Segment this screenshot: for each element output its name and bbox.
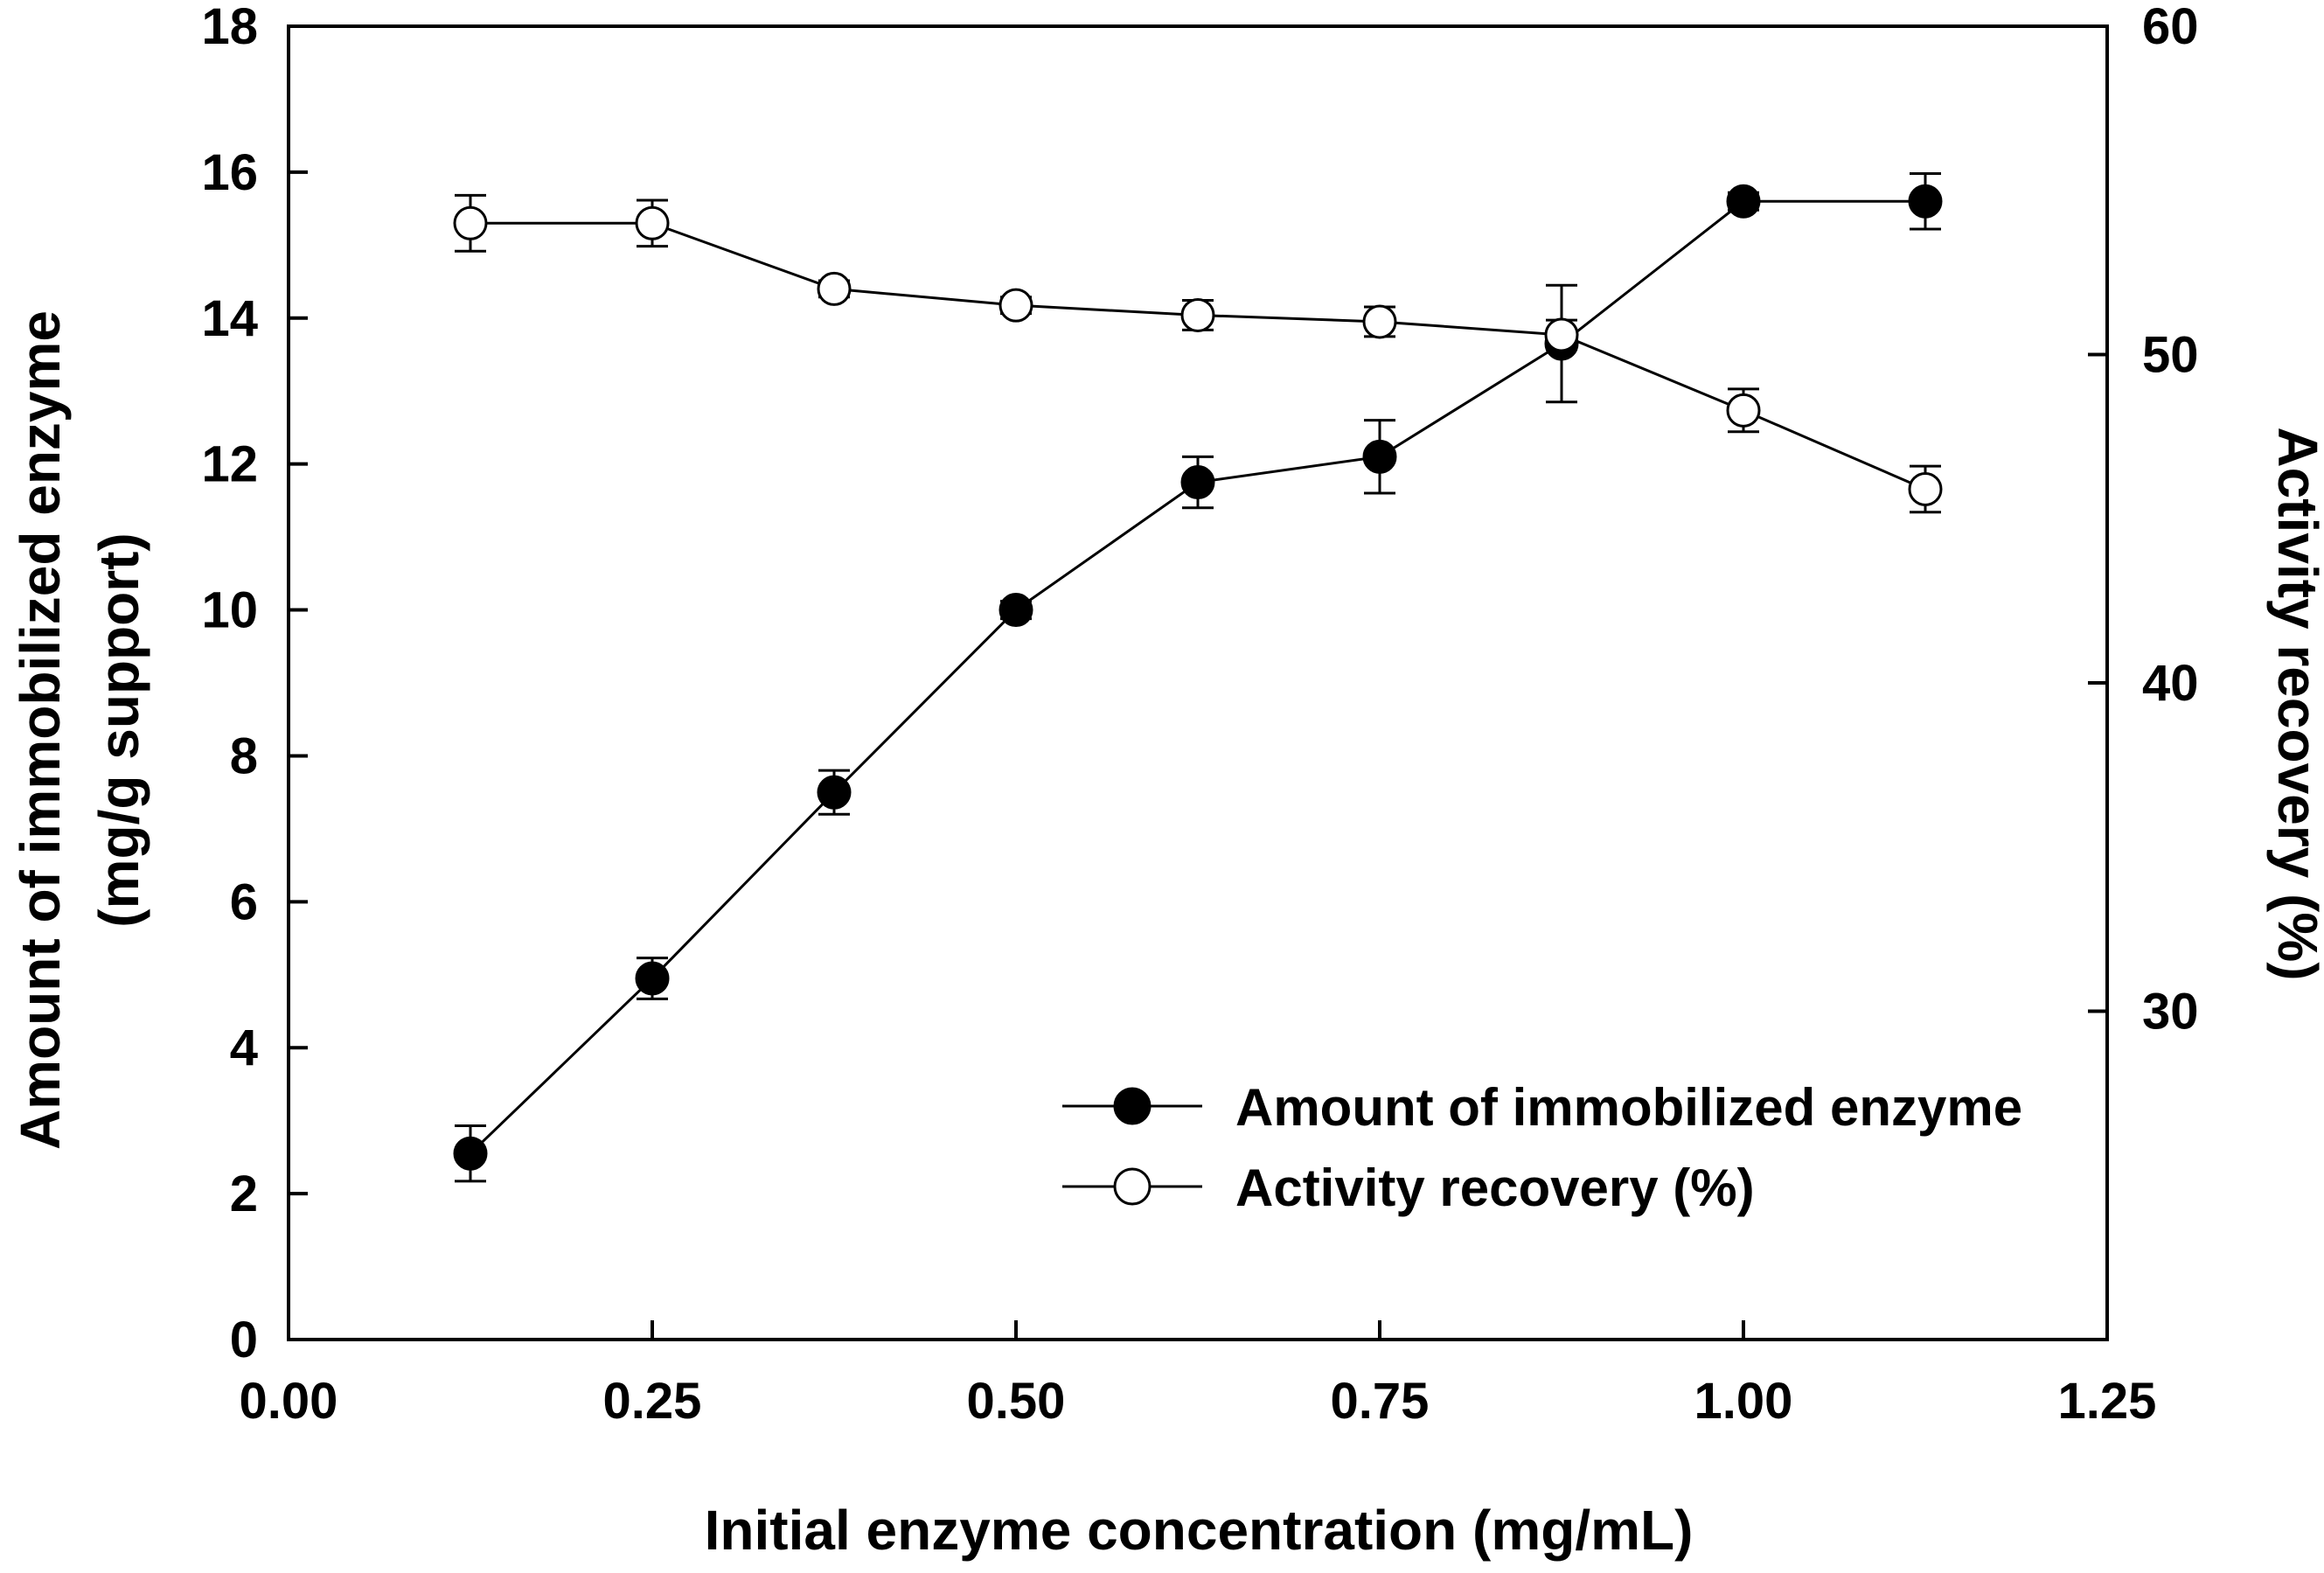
y-left-tick-label: 2 bbox=[230, 1166, 258, 1222]
y-left-tick-label: 8 bbox=[230, 727, 258, 784]
x-axis-title: Initial enzyme concentration (mg/mL) bbox=[705, 1499, 1694, 1562]
data-point-immobilized bbox=[1180, 465, 1215, 500]
data-point-activity bbox=[1544, 317, 1579, 352]
y-right-tick-label: 40 bbox=[2142, 655, 2199, 712]
x-tick-label: 0.50 bbox=[967, 1373, 1066, 1430]
x-tick-label: 0.00 bbox=[240, 1373, 338, 1430]
y-left-tick-label: 6 bbox=[230, 874, 258, 930]
legend-label-activity: Activity recovery (%) bbox=[1235, 1159, 1755, 1217]
series-group bbox=[453, 172, 1943, 1183]
data-point-activity bbox=[998, 288, 1033, 323]
data-point-activity bbox=[1180, 297, 1215, 332]
y-left-tick-label: 4 bbox=[230, 1020, 258, 1076]
y-left-axis-title-line1: Amount of immobilized enzyme bbox=[9, 310, 72, 1150]
x-tick-label: 0.75 bbox=[1331, 1373, 1430, 1430]
series-line-activity bbox=[470, 221, 1926, 491]
data-point-immobilized bbox=[1908, 184, 1943, 219]
y-left-tick-label: 14 bbox=[201, 290, 258, 347]
x-tick-label: 1.25 bbox=[2058, 1373, 2157, 1430]
y-right-tick-label: 50 bbox=[2142, 327, 2199, 384]
y-left-axis-title-line2: (mg/g support) bbox=[87, 532, 150, 927]
y-right-axis-title: Activity recovery (%) bbox=[2266, 427, 2324, 980]
data-point-immobilized bbox=[998, 593, 1033, 628]
data-point-activity bbox=[453, 205, 488, 240]
data-point-activity bbox=[817, 271, 852, 306]
data-point-immobilized bbox=[453, 1136, 488, 1171]
x-tick-label: 1.00 bbox=[1694, 1373, 1793, 1430]
data-point-activity bbox=[635, 205, 670, 240]
x-tick-label: 0.25 bbox=[603, 1373, 702, 1430]
data-point-immobilized bbox=[635, 961, 670, 996]
y-left-tick-label: 16 bbox=[201, 144, 258, 201]
y-left-tick-label: 18 bbox=[201, 0, 258, 55]
y-right-tick-label: 60 bbox=[2142, 0, 2199, 55]
series-line-immobilized bbox=[469, 199, 1925, 1155]
y-left-tick-label: 0 bbox=[230, 1312, 258, 1368]
legend-marker-open-circle bbox=[1113, 1167, 1152, 1206]
y-left-tick-label: 10 bbox=[201, 582, 258, 639]
legend: Amount of immobilized enzyme Activity re… bbox=[1062, 1078, 2022, 1217]
legend-label-immobilized: Amount of immobilized enzyme bbox=[1235, 1078, 2022, 1137]
ticks-group: 0.00 0.25 0.50 0.75 1.00 1.25 0 2 4 6 8 10 12 14 16 18 3… bbox=[201, 0, 2198, 1430]
data-point-activity bbox=[1362, 304, 1397, 339]
legend-marker-filled-circle bbox=[1113, 1087, 1152, 1125]
data-point-activity bbox=[1908, 471, 1943, 506]
y-left-tick-label: 12 bbox=[201, 436, 258, 493]
data-point-immobilized bbox=[817, 775, 852, 810]
data-point-activity bbox=[1726, 393, 1761, 428]
data-point-immobilized bbox=[1362, 439, 1397, 474]
y-right-tick-label: 30 bbox=[2142, 984, 2199, 1041]
data-point-immobilized bbox=[1726, 184, 1761, 219]
